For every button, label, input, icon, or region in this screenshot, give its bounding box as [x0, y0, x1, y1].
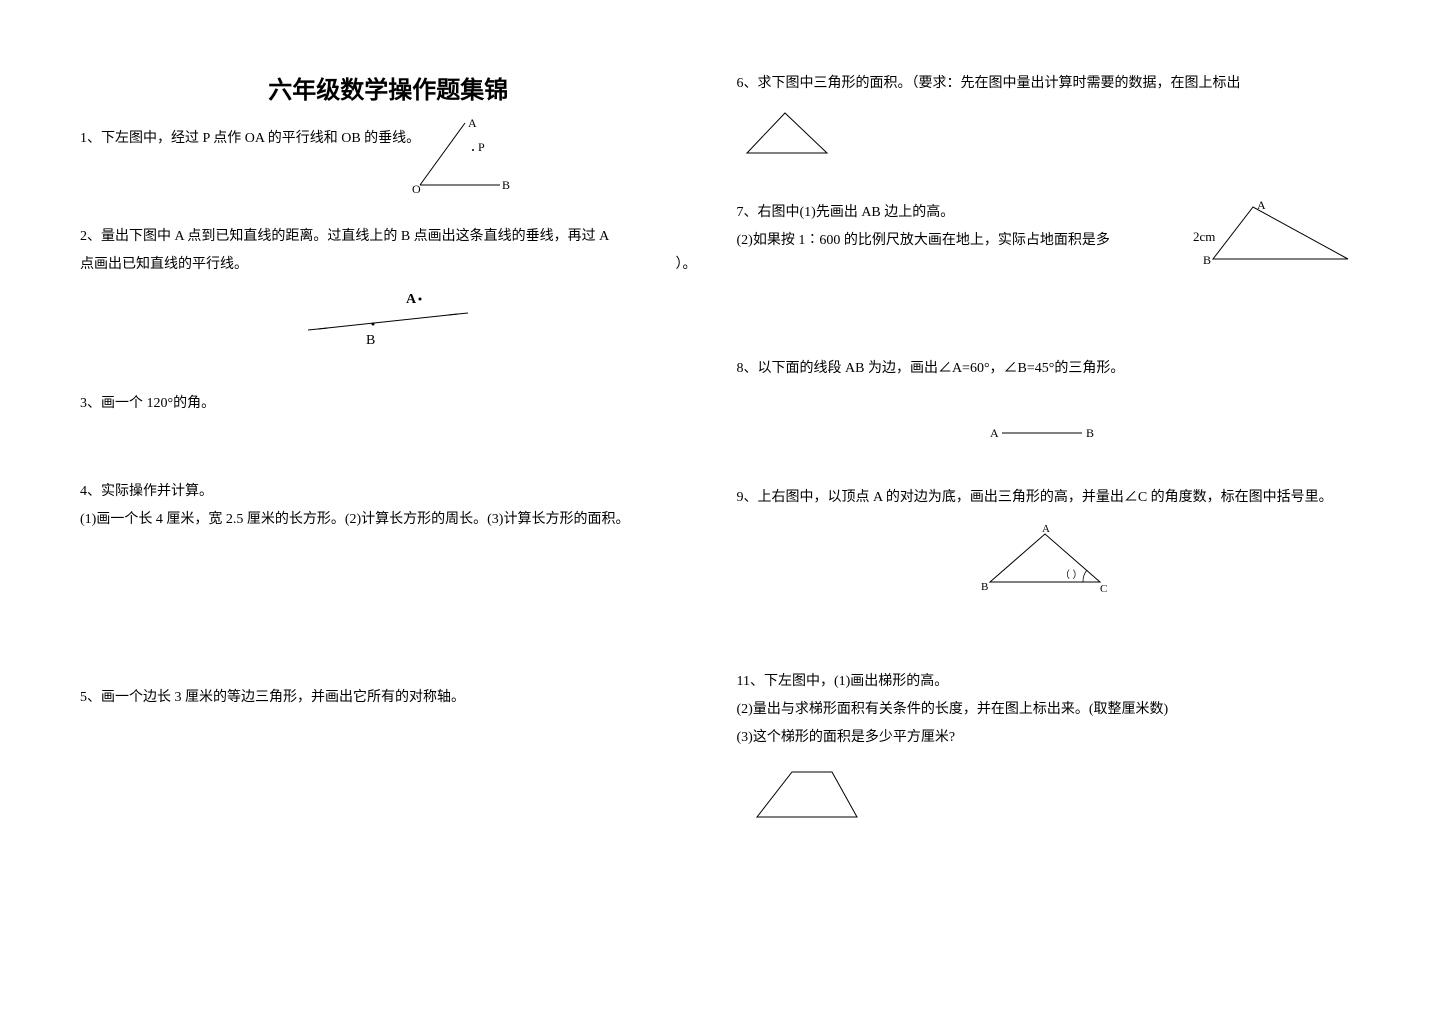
- q6-text: 6、求下图中三角形的面积。（要求：先在图中量出计算时需要的数据，在图上标出: [737, 70, 1354, 98]
- q11-figure: [747, 762, 1354, 833]
- q2-text2: 点画出已知直线的平行线。: [80, 251, 248, 279]
- q9-label-a: A: [1042, 523, 1050, 535]
- left-column: 六年级数学操作题集锦 1、下左图中，经过 P 点作 OA 的平行线和 OB 的垂…: [80, 70, 697, 863]
- q2-paren: ）。: [676, 251, 697, 279]
- page-container: 六年级数学操作题集锦 1、下左图中，经过 P 点作 OA 的平行线和 OB 的垂…: [0, 0, 1433, 903]
- q2-text1: 2、量出下图中 A 点到已知直线的距离。过直线上的 B 点画出这条直线的垂线，再…: [80, 223, 697, 251]
- q8-text: 8、以下面的线段 AB 为边，画出∠A=60°，∠B=45°的三角形。: [737, 355, 1354, 383]
- question-1: 1、下左图中，经过 P 点作 OA 的平行线和 OB 的垂线。 A B O P: [80, 125, 697, 153]
- q1-text: 1、下左图中，经过 P 点作 OA 的平行线和 OB 的垂线。: [80, 125, 697, 153]
- question-9: 9、上右图中，以顶点 A 的对边为底，画出三角形的高，并量出∠C 的角度数，标在…: [737, 484, 1354, 608]
- question-11: 11、下左图中，(1)画出梯形的高。 (2)量出与求梯形面积有关条件的长度，并在…: [737, 668, 1354, 833]
- document-title: 六年级数学操作题集锦: [80, 70, 697, 105]
- q7-unit: 2cm: [1193, 229, 1215, 244]
- q4-text: 4、实际操作并计算。: [80, 478, 697, 506]
- q1-label-p: P: [478, 140, 485, 154]
- question-4: 4、实际操作并计算。 (1)画一个长 4 厘米，宽 2.5 厘米的长方形。(2)…: [80, 478, 697, 534]
- q9-figure: A B C （ ）: [737, 522, 1354, 608]
- q3-text: 3、画一个 120°的角。: [80, 390, 697, 418]
- q11-text1: 11、下左图中，(1)画出梯形的高。: [737, 668, 1354, 696]
- q8-figure: A B: [737, 423, 1354, 454]
- q1-figure: A B O P: [410, 115, 510, 206]
- q9-text: 9、上右图中，以顶点 A 的对边为底，画出三角形的高，并量出∠C 的角度数，标在…: [737, 484, 1354, 512]
- question-7: A B 2cm 7、右图中(1)先画出 AB 边上的高。 (2)如果按 1∶60…: [737, 199, 1354, 285]
- question-8: 8、以下面的线段 AB 为边，画出∠A=60°，∠B=45°的三角形。 A B: [737, 355, 1354, 454]
- q1-label-b: B: [502, 178, 510, 192]
- q7-label-a: A: [1257, 199, 1266, 212]
- q1-label-o: O: [412, 182, 421, 195]
- right-column: 6、求下图中三角形的面积。（要求：先在图中量出计算时需要的数据，在图上标出 A …: [737, 70, 1354, 863]
- q8-label-b: B: [1086, 426, 1094, 440]
- q11-text2: (2)量出与求梯形面积有关条件的长度，并在图上标出来。(取整厘米数): [737, 696, 1354, 724]
- q1-label-a: A: [468, 116, 477, 130]
- question-5: 5、画一个边长 3 厘米的等边三角形，并画出它所有的对称轴。: [80, 684, 697, 712]
- question-3: 3、画一个 120°的角。: [80, 390, 697, 418]
- question-2: 2、量出下图中 A 点到已知直线的距离。过直线上的 B 点画出这条直线的垂线，再…: [80, 223, 697, 360]
- q11-text3: (3)这个梯形的面积是多少平方厘米?: [737, 724, 1354, 752]
- q8-label-a: A: [990, 426, 999, 440]
- q2-figure: A B: [80, 289, 697, 360]
- q2-label-a: A: [406, 292, 417, 307]
- q9-label-b: B: [981, 581, 988, 593]
- q6-figure: [737, 108, 1354, 169]
- q2-label-b: B: [366, 333, 375, 348]
- q4-sub: (1)画一个长 4 厘米，宽 2.5 厘米的长方形。(2)计算长方形的周长。(3…: [80, 506, 697, 534]
- q7-figure: A B 2cm: [1193, 199, 1353, 285]
- q5-text: 5、画一个边长 3 厘米的等边三角形，并画出它所有的对称轴。: [80, 684, 697, 712]
- question-6: 6、求下图中三角形的面积。（要求：先在图中量出计算时需要的数据，在图上标出: [737, 70, 1354, 169]
- q9-label-c: C: [1100, 583, 1107, 595]
- q9-paren: （ ）: [1060, 569, 1083, 581]
- q7-label-b: B: [1203, 253, 1211, 267]
